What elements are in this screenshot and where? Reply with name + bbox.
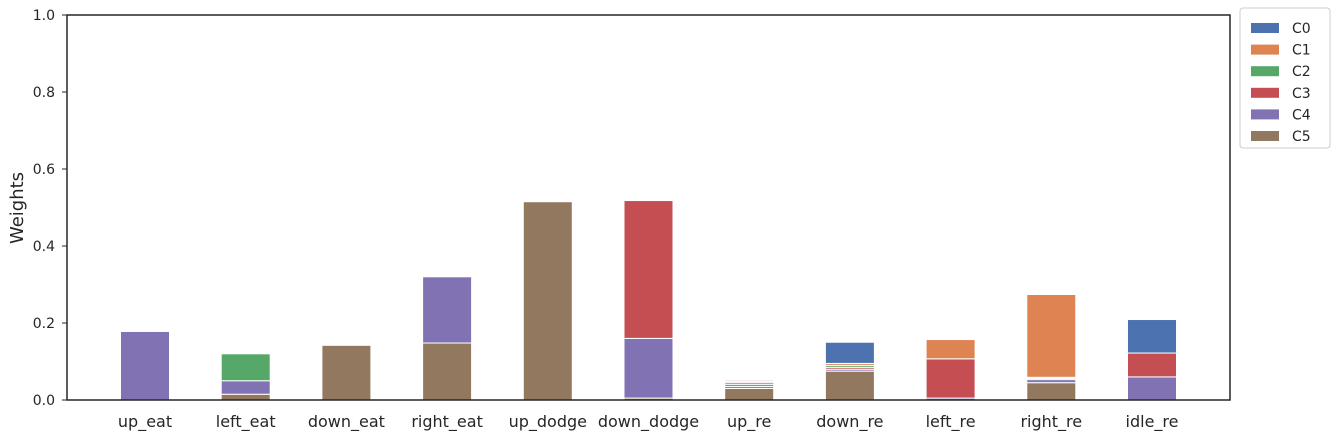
bar-left_eat-C5: [220, 393, 271, 401]
x-axis: up_eat left_eat down_eat right_eat up_dodge d…: [118, 412, 1179, 432]
x-tick-label-left_eat: left_eat: [216, 412, 276, 432]
bar-idle_re-C0: [1127, 319, 1177, 354]
x-tick-label-up_re: up_re: [727, 412, 771, 432]
bar-up_dodge-C5: [522, 201, 573, 401]
x-tick-label-up_dodge: up_dodge: [509, 412, 587, 432]
y-tick-label: 0.4: [33, 239, 55, 255]
legend-label-C5: C5: [1292, 129, 1311, 145]
legend-label-C1: C1: [1292, 43, 1311, 59]
y-axis-label: Weights: [7, 172, 28, 244]
legend-swatch-C3: [1251, 87, 1279, 98]
x-tick-label-up_eat: up_eat: [118, 412, 172, 432]
bar-idle_re-C4: [1127, 376, 1177, 401]
bar-left_re-C1: [925, 339, 976, 360]
legend-label-C4: C4: [1292, 107, 1311, 123]
bar-left_re-C3: [925, 358, 976, 399]
x-tick-label-left_re: left_re: [926, 412, 976, 432]
x-tick-label-right_eat: right_eat: [411, 412, 483, 432]
legend-swatch-C0: [1251, 23, 1279, 33]
bar-right_re-C5: [1026, 382, 1077, 401]
x-tick-label-down_re: down_re: [816, 412, 883, 432]
y-tick-label: 0.8: [33, 85, 55, 101]
bar-idle_re-C3: [1127, 352, 1177, 378]
y-tick-label: 0.2: [33, 316, 55, 332]
bar-down_re-C0: [824, 341, 875, 364]
bar-up_re-C5: [724, 387, 775, 401]
y-tick-label: 1.0: [33, 8, 55, 24]
bar-up_eat-C4: [120, 330, 170, 401]
bar-right_re-C1: [1026, 294, 1077, 378]
legend-label-C0: C0: [1292, 21, 1311, 37]
legend-swatch-C5: [1251, 131, 1279, 141]
legend-label-C3: C3: [1292, 86, 1311, 102]
legend-swatch-C2: [1251, 66, 1279, 77]
bar-left_eat-C4: [220, 380, 271, 395]
bars-layer: [120, 200, 1177, 401]
bar-right_eat-C4: [422, 276, 473, 344]
x-tick-label-idle_re: idle_re: [1126, 412, 1179, 432]
y-tick-label: 0.6: [33, 162, 55, 178]
bar-right_eat-C5: [422, 342, 473, 401]
y-axis: 0.0 0.2 0.4 0.6 0.8 1.0: [33, 8, 67, 409]
bar-up_re-C0: [724, 379, 775, 383]
bar-down_dodge-C3: [623, 200, 674, 339]
legend-swatch-C1: [1251, 44, 1279, 55]
bar-down_re-C5: [824, 370, 875, 401]
x-tick-label-down_dodge: down_dodge: [598, 412, 699, 432]
legend-swatch-C4: [1251, 109, 1279, 120]
legend-label-C2: C2: [1292, 64, 1311, 80]
y-tick-label: 0.0: [33, 393, 55, 409]
x-tick-label-down_eat: down_eat: [308, 412, 385, 432]
bar-down_eat-C5: [321, 344, 372, 401]
plot-frame: [66, 14, 1231, 401]
x-tick-label-right_re: right_re: [1020, 412, 1082, 432]
bar-left_eat-C2: [220, 353, 271, 382]
legend: C0 C1 C2 C3 C4 C5: [1239, 7, 1331, 149]
bar-down_dodge-C4: [623, 337, 674, 399]
